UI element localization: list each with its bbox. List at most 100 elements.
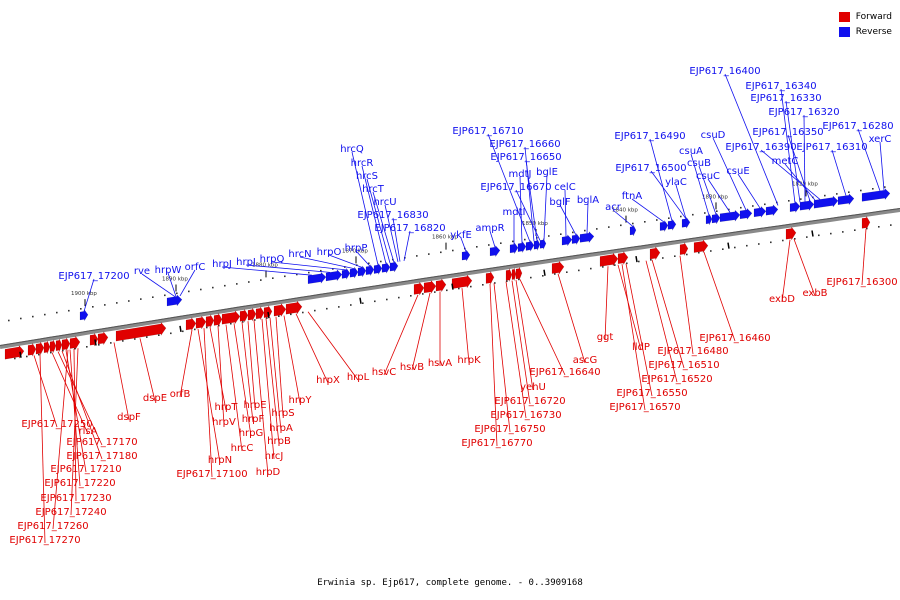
forward-gene-arrow bbox=[551, 260, 565, 275]
gene-label-hrpq: hrpQ bbox=[260, 254, 285, 265]
gene-label-ejp617-16510: EJP617_16510 bbox=[648, 360, 719, 371]
kbp-tick-label: 1900 kbp bbox=[71, 291, 97, 297]
kbp-tick-label: 1850 kbp bbox=[522, 221, 548, 227]
label-leader-hrpj bbox=[221, 266, 313, 276]
reverse-gene-arrow bbox=[357, 265, 367, 278]
reverse-track-dot bbox=[608, 226, 610, 228]
legend-forward: Forward bbox=[838, 9, 892, 24]
label-leader-ejp617-16390 bbox=[760, 149, 821, 200]
label-leader-hrpd bbox=[253, 320, 269, 476]
reverse-track-dot bbox=[416, 255, 418, 257]
reverse-track-dot bbox=[848, 191, 850, 193]
reverse-track-dot bbox=[140, 298, 142, 300]
forward-track-dot bbox=[830, 232, 832, 235]
reverse-track-dot bbox=[620, 224, 622, 227]
label-leader-bgle bbox=[543, 174, 548, 240]
label-leader-ejp617-16770 bbox=[489, 283, 498, 447]
gene-label-hrcn: hrcN bbox=[288, 249, 311, 260]
kbp-tick-label: 1820 kbp bbox=[792, 181, 818, 187]
gene-label-ejp617-16730: EJP617_16730 bbox=[490, 410, 561, 421]
reverse-track-dot bbox=[104, 304, 106, 306]
reverse-track-dot bbox=[116, 302, 118, 304]
reverse-track-dot bbox=[296, 273, 298, 276]
forward-track-dot bbox=[566, 271, 568, 273]
gene-label-mdti: mdtI bbox=[503, 207, 526, 218]
legend-reverse: Reverse bbox=[838, 24, 892, 39]
forward-track-tick bbox=[635, 256, 638, 263]
forward-gene-arrow bbox=[599, 252, 619, 267]
label-leader-hrpl bbox=[307, 311, 359, 381]
label-leader-hrcu bbox=[384, 204, 399, 262]
label-leader-ejp617-16830 bbox=[392, 217, 401, 262]
gene-label-ejp617-17240: EJP617_17240 bbox=[35, 507, 106, 518]
forward-gene-arrow bbox=[785, 226, 797, 241]
gene-label-hrpl: hrpL bbox=[347, 372, 370, 383]
label-leader-orfb bbox=[179, 329, 193, 398]
gene-label-yehu: yehU bbox=[520, 382, 546, 393]
reverse-track-dot bbox=[8, 319, 10, 322]
gene-label-ykfe: ykfE bbox=[450, 230, 472, 241]
reverse-gene-arrow bbox=[509, 242, 519, 255]
label-leader-ejp617-17240 bbox=[70, 348, 79, 516]
reverse-track-dot bbox=[572, 231, 574, 234]
label-leader-ejp617-16820 bbox=[403, 230, 411, 262]
reverse-track-dot bbox=[884, 186, 886, 188]
forward-track-dot bbox=[62, 349, 64, 352]
forward-gene-arrow bbox=[4, 344, 25, 360]
reverse-track-dot bbox=[644, 221, 646, 223]
label-leader-mdtj bbox=[519, 176, 523, 244]
label-leader-ggt bbox=[604, 266, 609, 341]
kbp-tick-label: 1870 kbp bbox=[342, 248, 368, 254]
label-leader-ejp617-16330 bbox=[785, 100, 801, 203]
label-leader-ampr bbox=[489, 230, 496, 248]
gene-label-mdtj: mdtJ bbox=[509, 169, 532, 180]
gene-label-hrcj: hrcJ bbox=[265, 451, 284, 462]
gene-label-ejp617-17270: EJP617_17270 bbox=[9, 535, 80, 546]
reverse-track-dot bbox=[272, 277, 274, 279]
forward-track-dot bbox=[878, 226, 880, 228]
label-leader-lldp bbox=[617, 264, 642, 351]
gene-label-hrpj: hrpJ bbox=[212, 259, 232, 270]
forward-gene-arrow bbox=[213, 312, 223, 327]
reverse-track-dot bbox=[152, 296, 154, 298]
forward-track-dot bbox=[350, 304, 352, 306]
kbp-tick-label: 1860 kbp bbox=[432, 235, 458, 241]
reverse-track-dot bbox=[548, 235, 550, 237]
forward-gene-arrow bbox=[515, 266, 523, 281]
label-leader-ejp617-17100 bbox=[203, 328, 213, 478]
forward-track-dot bbox=[194, 328, 196, 331]
reverse-track-dot bbox=[32, 315, 34, 318]
label-leader-ejp617-16300 bbox=[861, 228, 867, 286]
label-leader-hrpi bbox=[245, 264, 331, 273]
reverse-track-dot bbox=[308, 271, 310, 274]
gene-label-metc: metC bbox=[772, 156, 799, 167]
reverse-track-dot bbox=[284, 275, 286, 278]
gene-label-acr: acr bbox=[605, 202, 622, 213]
forward-gene-arrow bbox=[195, 315, 207, 330]
forward-track-dot bbox=[422, 293, 424, 295]
forward-gene-arrow bbox=[617, 250, 629, 266]
gene-label-hrpd: hrpD bbox=[256, 467, 281, 478]
forward-track-dot bbox=[722, 248, 724, 250]
forward-track-dot bbox=[230, 322, 232, 325]
forward-track-dot bbox=[170, 332, 172, 335]
label-leader-hrpf bbox=[241, 322, 254, 423]
forward-track-dot bbox=[770, 241, 772, 244]
label-leader-ejp617-17210 bbox=[65, 350, 87, 473]
label-leader-ejp617-16500 bbox=[650, 170, 687, 220]
gene-label-hrpp: hrpP bbox=[345, 243, 368, 254]
gene-label-ejp617-16500: EJP617_16500 bbox=[615, 163, 686, 174]
gene-label-ejp617-16710: EJP617_16710 bbox=[452, 126, 523, 137]
reverse-track-dot bbox=[656, 219, 658, 221]
forward-gene-arrow bbox=[35, 341, 45, 355]
gene-label-ejp617-16570: EJP617_16570 bbox=[609, 402, 680, 413]
gene-label-hrpo: hrpO bbox=[317, 247, 342, 258]
label-leader-bglf bbox=[559, 204, 577, 236]
forward-track-dot bbox=[890, 224, 892, 226]
label-leader-hrpa bbox=[269, 317, 282, 432]
gene-label-hrcu: hrcU bbox=[373, 197, 396, 208]
gene-label-ejp617-16650: EJP617_16650 bbox=[490, 152, 561, 163]
reverse-track-dot bbox=[476, 246, 478, 248]
label-leader-ftna bbox=[631, 198, 665, 223]
gene-label-ejp617-17260: EJP617_17260 bbox=[17, 521, 88, 532]
